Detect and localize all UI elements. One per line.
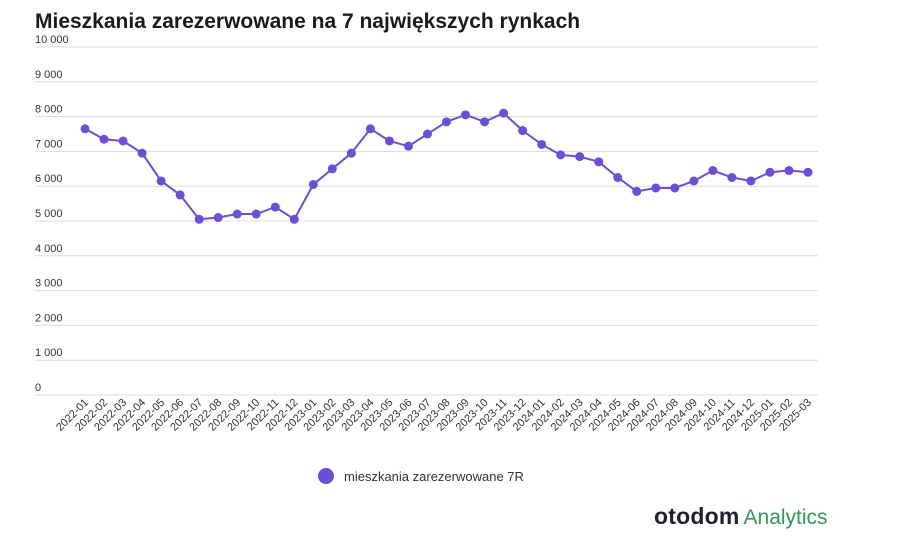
y-tick-label: 8 000 [35, 104, 63, 116]
legend-label: mieszkania zarezerwowane 7R [344, 468, 524, 484]
y-tick-label: 0 [35, 382, 41, 394]
data-point [99, 134, 109, 144]
y-tick-label: 9 000 [35, 69, 63, 81]
data-point [784, 166, 794, 176]
y-tick-label: 6 000 [35, 173, 63, 185]
gridlines [35, 46, 818, 396]
y-tick-label: 7 000 [35, 138, 63, 150]
data-point [403, 141, 413, 151]
data-point [689, 176, 699, 186]
data-point [518, 126, 528, 136]
data-point [80, 124, 90, 134]
data-point [118, 136, 128, 146]
data-point [327, 164, 337, 174]
data-point [461, 110, 471, 120]
data-point [442, 117, 451, 127]
data-point [137, 148, 147, 158]
data-point [632, 186, 642, 196]
data-point [346, 148, 356, 158]
data-point [765, 167, 775, 177]
data-point [499, 108, 509, 118]
data-point [175, 190, 185, 200]
y-tick-label: 3 000 [35, 278, 63, 290]
data-point [746, 176, 756, 186]
data-point [594, 157, 604, 167]
data-point [422, 129, 432, 139]
y-tick-label: 1 000 [35, 347, 63, 359]
series-line [84, 111, 809, 221]
legend: mieszkania zarezerwowane 7R [318, 468, 524, 484]
x-axis-ticks: 2022-012022-022022-032022-042022-052022-… [54, 397, 814, 434]
data-point [251, 209, 261, 219]
data-point [156, 176, 166, 186]
y-tick-label: 5 000 [35, 208, 63, 220]
data-point [194, 214, 204, 224]
y-tick-label: 2 000 [35, 312, 63, 324]
data-point [556, 150, 566, 160]
brand-name: otodom [654, 503, 740, 529]
data-point [308, 179, 318, 189]
data-point [270, 202, 280, 212]
y-tick-label: 10 000 [35, 34, 69, 46]
data-point [708, 166, 718, 176]
data-point [213, 213, 223, 223]
legend-marker-icon [318, 468, 334, 484]
data-point [575, 152, 585, 162]
chart-title: Mieszkania zarezerwowane na 7 największy… [35, 10, 581, 33]
data-point [727, 173, 737, 182]
data-points [80, 108, 813, 224]
data-point [384, 136, 394, 146]
data-point [289, 214, 299, 224]
data-point [365, 124, 375, 134]
brand-logo: otodom Analytics [654, 503, 828, 530]
y-tick-label: 4 000 [35, 243, 63, 255]
brand-suffix: Analytics [743, 506, 828, 529]
data-point [670, 183, 680, 193]
data-point [232, 209, 242, 219]
data-point [480, 117, 490, 127]
data-point [537, 139, 547, 149]
y-axis-ticks: 0 1 000 2 000 3 000 4 000 5 000 6 000 7 000 8 00… [35, 34, 69, 394]
data-point [651, 183, 661, 193]
data-point [613, 173, 623, 182]
data-point [803, 167, 813, 177]
